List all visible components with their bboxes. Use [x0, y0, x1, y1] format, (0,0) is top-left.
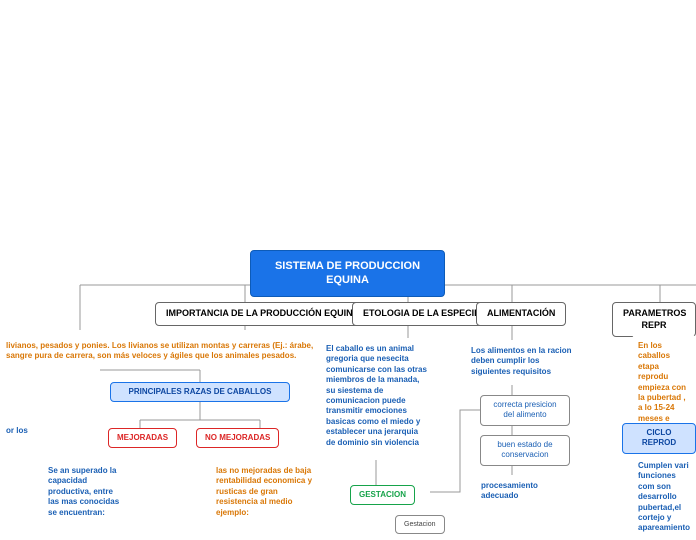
- branch-importancia: IMPORTANCIA DE LA PRODUCCIÓN EQUINA: [155, 302, 370, 326]
- text-superado: Se an superado la capacidad productiva, …: [42, 460, 132, 524]
- text-cumplen: Cumplen vari funciones com son desarroll…: [632, 455, 696, 540]
- text-orlos: or los: [0, 420, 36, 442]
- box-ciclo: CICLO REPROD: [622, 423, 696, 454]
- box-nomejoradas: NO MEJORADAS: [196, 428, 279, 448]
- box-razas: PRINCIPALES RAZAS DE CABALLOS: [110, 382, 290, 402]
- text-etologia: El caballo es un animal gregoria que nes…: [320, 338, 435, 454]
- box-mejoradas: MEJORADAS: [108, 428, 177, 448]
- branch-alimentacion: ALIMENTACIÓN: [476, 302, 566, 326]
- box-gestacion2: Gestacion: [395, 515, 445, 534]
- text-livianos: livianos, pesados y ponies. Los livianos…: [0, 335, 335, 368]
- root-node: SISTEMA DE PRODUCCION EQUINA: [250, 250, 445, 297]
- text-lasno: las no mejoradas de baja rentabilidad ec…: [210, 460, 320, 524]
- text-procesamiento: procesamiento adecuado: [475, 475, 575, 508]
- box-gestacion: GESTACION: [350, 485, 415, 505]
- branch-parametros: PARAMETROS REPR: [612, 302, 696, 337]
- box-presicion: correcta presicion del alimento: [480, 395, 570, 426]
- text-alimentos: Los alimentos en la racion deben cumplir…: [465, 340, 580, 383]
- box-conservacion: buen estado de conservacion: [480, 435, 570, 466]
- branch-etologia: ETOLOGIA DE LA ESPECIE: [352, 302, 491, 326]
